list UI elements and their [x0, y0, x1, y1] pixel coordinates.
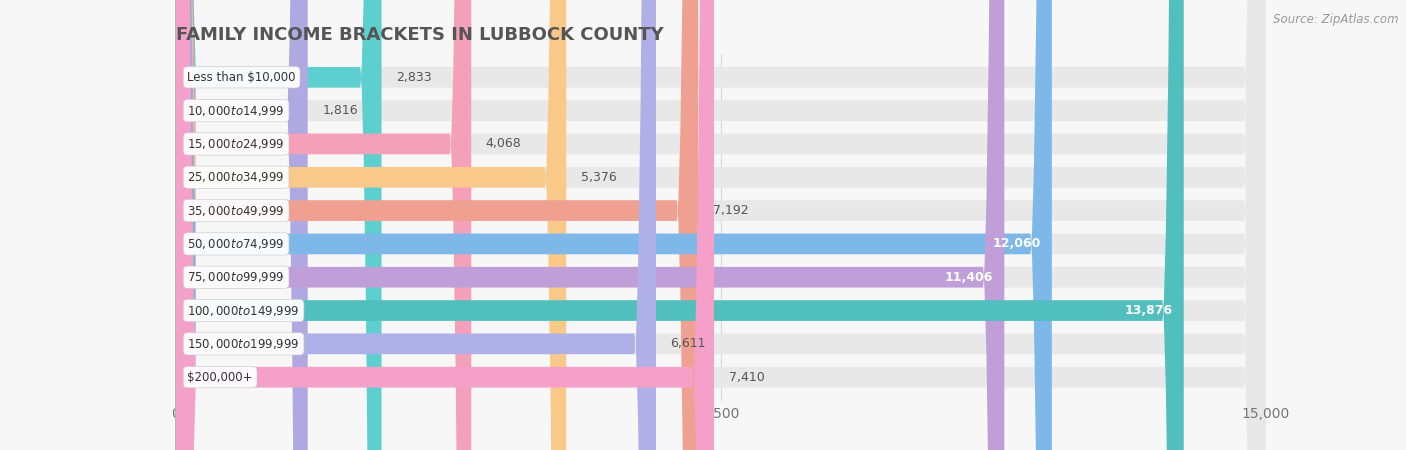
FancyBboxPatch shape	[176, 0, 1265, 450]
Text: 2,833: 2,833	[396, 71, 432, 84]
FancyBboxPatch shape	[176, 0, 1265, 450]
Text: 7,192: 7,192	[713, 204, 748, 217]
FancyBboxPatch shape	[176, 0, 308, 450]
FancyBboxPatch shape	[176, 0, 1265, 450]
Text: FAMILY INCOME BRACKETS IN LUBBOCK COUNTY: FAMILY INCOME BRACKETS IN LUBBOCK COUNTY	[176, 26, 664, 44]
FancyBboxPatch shape	[176, 0, 1265, 450]
FancyBboxPatch shape	[176, 0, 699, 450]
FancyBboxPatch shape	[176, 0, 1004, 450]
FancyBboxPatch shape	[176, 0, 1265, 450]
Text: $35,000 to $49,999: $35,000 to $49,999	[187, 203, 285, 218]
Text: $25,000 to $34,999: $25,000 to $34,999	[187, 170, 285, 184]
Text: $100,000 to $149,999: $100,000 to $149,999	[187, 304, 299, 318]
Text: 13,876: 13,876	[1125, 304, 1173, 317]
FancyBboxPatch shape	[176, 0, 1265, 450]
FancyBboxPatch shape	[176, 0, 657, 450]
Text: $150,000 to $199,999: $150,000 to $199,999	[187, 337, 299, 351]
FancyBboxPatch shape	[176, 0, 1052, 450]
FancyBboxPatch shape	[176, 0, 471, 450]
FancyBboxPatch shape	[176, 0, 1265, 450]
Text: $50,000 to $74,999: $50,000 to $74,999	[187, 237, 285, 251]
Text: $200,000+: $200,000+	[187, 371, 253, 384]
FancyBboxPatch shape	[176, 0, 1265, 450]
Text: 7,410: 7,410	[728, 371, 765, 384]
Text: Source: ZipAtlas.com: Source: ZipAtlas.com	[1274, 14, 1399, 27]
FancyBboxPatch shape	[176, 0, 714, 450]
FancyBboxPatch shape	[176, 0, 567, 450]
Text: $75,000 to $99,999: $75,000 to $99,999	[187, 270, 285, 284]
FancyBboxPatch shape	[176, 0, 1184, 450]
Text: 5,376: 5,376	[581, 171, 617, 184]
Text: $10,000 to $14,999: $10,000 to $14,999	[187, 104, 285, 117]
FancyBboxPatch shape	[176, 0, 1265, 450]
Text: 6,611: 6,611	[671, 338, 706, 351]
Text: 1,816: 1,816	[322, 104, 357, 117]
Text: 4,068: 4,068	[486, 137, 522, 150]
FancyBboxPatch shape	[176, 0, 381, 450]
Text: 12,060: 12,060	[993, 238, 1040, 250]
Text: $15,000 to $24,999: $15,000 to $24,999	[187, 137, 285, 151]
Text: Less than $10,000: Less than $10,000	[187, 71, 295, 84]
Text: 11,406: 11,406	[945, 271, 994, 284]
FancyBboxPatch shape	[176, 0, 1265, 450]
